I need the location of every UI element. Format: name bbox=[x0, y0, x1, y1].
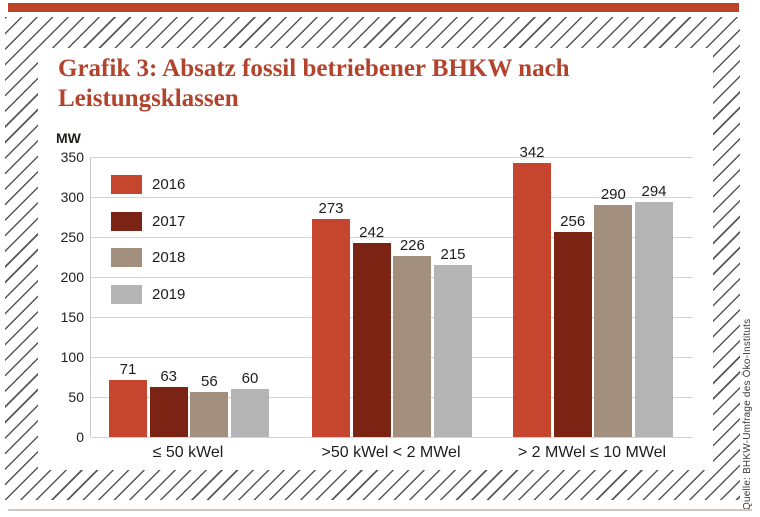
bar-2018-group1 bbox=[190, 392, 229, 437]
gridline-350 bbox=[91, 157, 693, 158]
y-tick-label: 250 bbox=[60, 229, 84, 245]
y-axis-unit-label: MW bbox=[56, 130, 81, 146]
legend-label: 2017 bbox=[152, 212, 186, 230]
legend-label: 2016 bbox=[152, 176, 186, 193]
legend-swatch-2019 bbox=[111, 284, 142, 304]
bar-2017-group3 bbox=[553, 232, 592, 437]
legend-swatch-2018 bbox=[111, 248, 142, 267]
bar-value-label: 56 bbox=[200, 373, 218, 391]
gridline-200 bbox=[91, 277, 693, 278]
y-tick-label: 200 bbox=[60, 269, 84, 285]
bar-2016-group3 bbox=[513, 163, 551, 437]
bar-value-label: 290 bbox=[600, 186, 626, 203]
plot-area: 71 63 56 60 273 242 226 215 342 256 290 294 bbox=[90, 144, 693, 438]
legend-swatch-2017 bbox=[111, 211, 142, 231]
y-tick-label: 100 bbox=[60, 349, 84, 365]
bar-value-label: 273 bbox=[318, 199, 344, 217]
bar-value-label: 256 bbox=[560, 213, 586, 231]
bar-2016-group2 bbox=[312, 218, 350, 437]
category-label: ≤ 50 kWel bbox=[152, 444, 224, 461]
bar-value-label: 294 bbox=[641, 182, 667, 200]
gridline-100 bbox=[91, 357, 693, 358]
y-tick-label: 50 bbox=[68, 389, 84, 405]
bottom-separator-line bbox=[8, 509, 752, 511]
gridline-0 bbox=[91, 437, 693, 438]
bar-value-label: 63 bbox=[160, 367, 177, 385]
bar-value-label: 71 bbox=[119, 361, 137, 379]
bar-2018-group2 bbox=[393, 256, 432, 437]
bar-2018-group3 bbox=[594, 205, 633, 437]
gridline-50 bbox=[91, 397, 693, 398]
source-note: Quelle: BHKW-Umfrage des Öko-Instituts bbox=[742, 318, 753, 510]
bar-2016-group1 bbox=[109, 380, 147, 437]
bar-value-label: 342 bbox=[519, 144, 545, 162]
bar-2019-group3 bbox=[635, 201, 673, 437]
chart-title: Grafik 3: Absatz fossil betriebener BHKW… bbox=[58, 55, 570, 112]
bar-value-label: 215 bbox=[440, 246, 466, 263]
y-tick-label: 350 bbox=[60, 149, 84, 165]
y-tick-label: 150 bbox=[60, 309, 84, 325]
bar-value-label: 60 bbox=[241, 370, 259, 387]
y-tick-label: 0 bbox=[76, 429, 84, 445]
gridline-150 bbox=[91, 317, 693, 318]
legend-label: 2018 bbox=[152, 249, 186, 266]
bar-value-label: 242 bbox=[359, 224, 385, 242]
legend-swatch-2016 bbox=[111, 175, 142, 194]
top-accent-bar bbox=[8, 3, 739, 12]
category-label: > 2 MWel ≤ 10 MWel bbox=[517, 444, 667, 461]
bar-2019-group1 bbox=[231, 389, 269, 437]
gridline-250 bbox=[91, 237, 693, 238]
bar-value-label: 226 bbox=[399, 237, 425, 255]
legend-label: 2019 bbox=[152, 285, 186, 303]
bar-2017-group1 bbox=[149, 386, 188, 437]
category-label: >50 kWel < 2 MWel bbox=[321, 444, 461, 461]
figure-content: Grafik 3: Absatz fossil betriebener BHKW… bbox=[38, 48, 713, 470]
y-tick-label: 300 bbox=[60, 189, 84, 205]
bar-2017-group2 bbox=[352, 243, 391, 437]
bar-2019-group2 bbox=[434, 265, 472, 437]
gridline-300 bbox=[91, 197, 693, 198]
